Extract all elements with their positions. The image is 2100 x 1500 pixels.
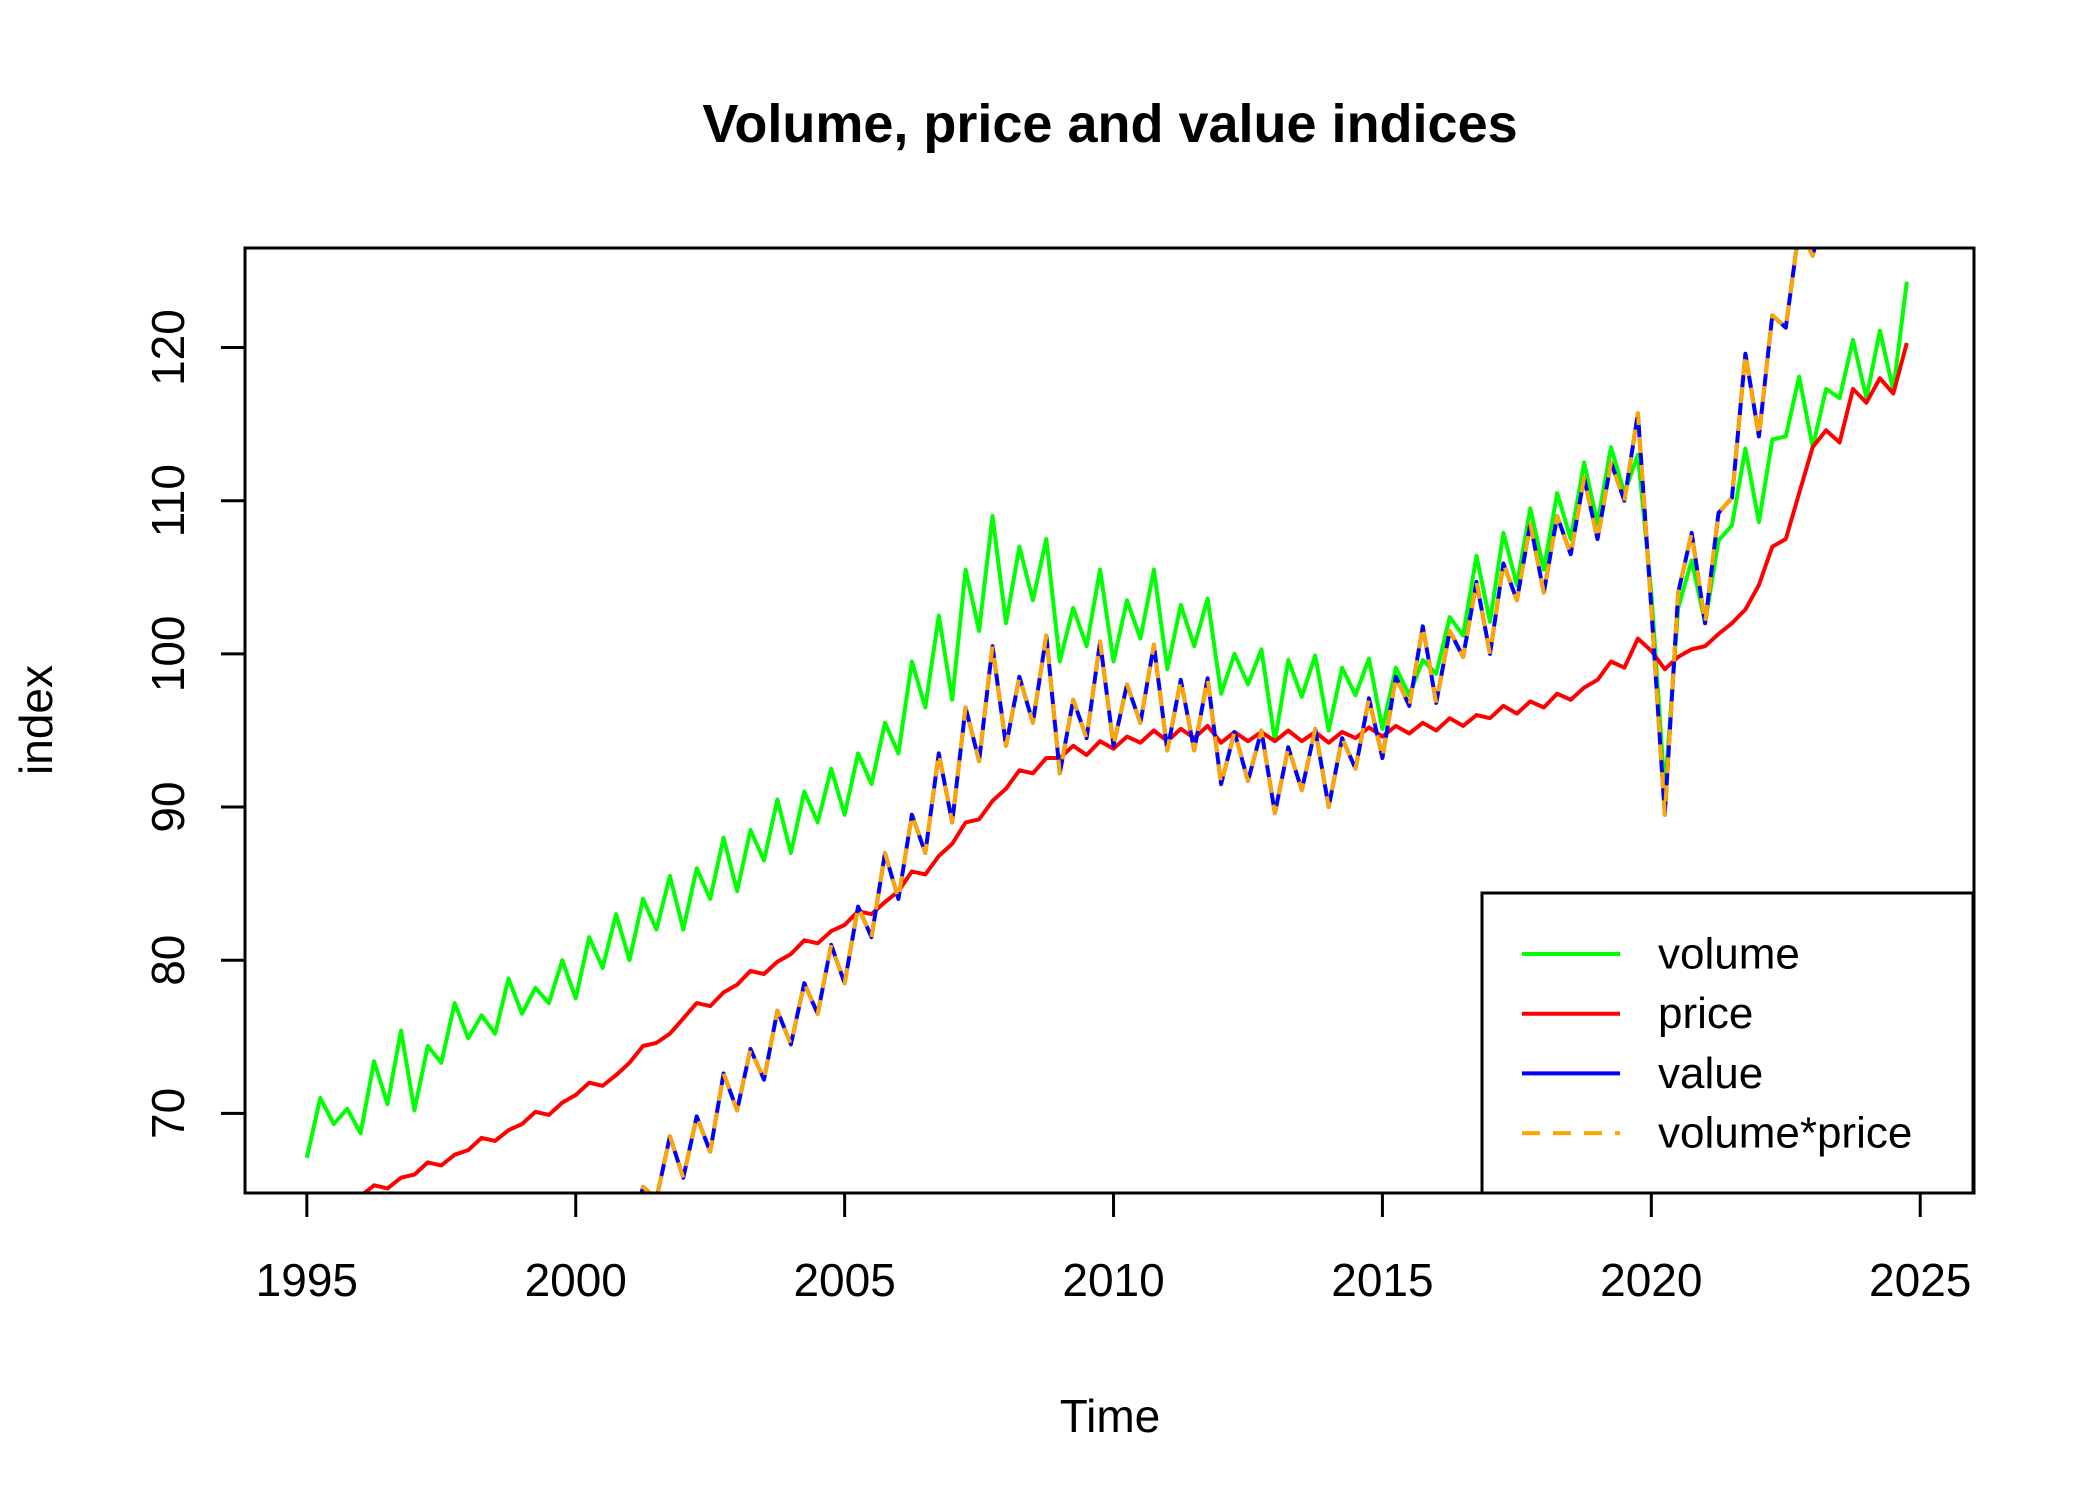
legend-box <box>1480 891 1975 1195</box>
y-tick-label: 80 <box>142 935 194 986</box>
legend-label: value <box>1658 1049 1763 1098</box>
y-tick-label: 110 <box>142 464 194 537</box>
chart-title: Volume, price and value indices <box>702 94 1517 154</box>
x-axis: 1995 2000 2005 2010 2015 2020 2025 <box>256 1193 1971 1306</box>
x-tick-label: 1995 <box>256 1254 358 1306</box>
x-tick-label: 2005 <box>793 1254 895 1306</box>
y-tick-label: 100 <box>142 616 194 693</box>
x-axis-title: Time <box>1060 1390 1161 1442</box>
y-axis-title: index <box>10 665 62 775</box>
y-tick-label: 90 <box>142 781 194 832</box>
x-tick-label: 2010 <box>1062 1254 1164 1306</box>
x-tick-label: 2015 <box>1331 1254 1433 1306</box>
x-tick-label: 2020 <box>1600 1254 1702 1306</box>
plot-series <box>304 248 1909 1193</box>
y-tick-label: 120 <box>142 309 194 386</box>
y-axis: 70 80 90 100 110 120 <box>142 309 245 1139</box>
x-tick-label: 2000 <box>525 1254 627 1306</box>
x-tick-label: 2025 <box>1869 1254 1971 1306</box>
plot-border <box>243 246 1976 1195</box>
legend-label: volume*price <box>1658 1109 1912 1158</box>
volume-series-line <box>304 281 1909 1159</box>
y-tick-label: 70 <box>142 1088 194 1139</box>
legend-label: volume <box>1658 930 1800 979</box>
price-series-line <box>361 342 1909 1193</box>
volume-price-series-line <box>639 248 1817 1193</box>
legend: volume price value volume*price <box>1480 891 1975 1195</box>
legend-label: price <box>1658 989 1753 1038</box>
